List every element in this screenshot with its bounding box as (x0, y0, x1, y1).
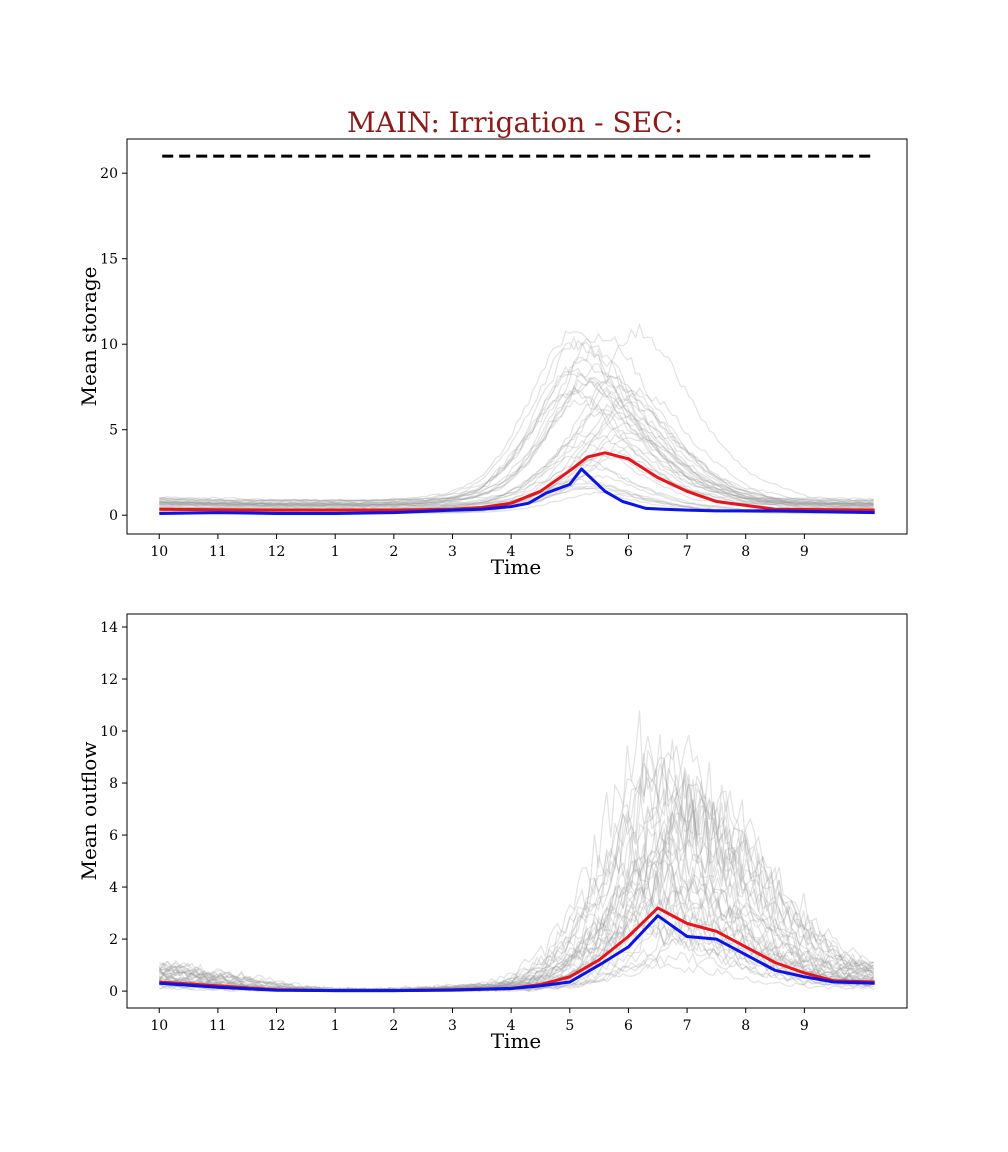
ensemble-trace (159, 422, 874, 509)
y-tick-label: 15 (100, 252, 118, 268)
x-tick-label: 10 (150, 1018, 168, 1034)
y-tick-label: 4 (109, 880, 118, 896)
plot-frame (126, 138, 908, 535)
ensemble-trace (158, 800, 874, 992)
y-tick-label: 12 (100, 672, 118, 688)
ensemble-traces (158, 710, 875, 992)
ensemble-trace (159, 359, 874, 504)
ensemble-trace (159, 335, 874, 503)
ensemble-trace (159, 332, 874, 502)
x-tick-label: 4 (507, 544, 516, 560)
y-tick-label: 10 (100, 724, 118, 740)
x-tick-label: 8 (741, 544, 750, 560)
ensemble-trace (159, 372, 874, 505)
y-tick-label: 0 (109, 984, 118, 1000)
x-tick-label: 3 (448, 544, 457, 560)
x-tick-label: 9 (800, 1018, 809, 1034)
x-tick-label: 1 (331, 544, 340, 560)
ensemble-trace (159, 389, 874, 507)
ensemble-trace (159, 375, 874, 506)
x-tick-label: 5 (565, 544, 574, 560)
x-tick-label: 9 (800, 544, 809, 560)
ensemble-trace (159, 784, 875, 992)
y-axis-label: Mean outflow (77, 742, 101, 881)
x-tick-label: 11 (209, 1018, 227, 1034)
x-tick-label: 7 (683, 544, 692, 560)
ensemble-trace (159, 394, 874, 507)
ensemble-trace (159, 870, 874, 992)
x-tick-label: 2 (389, 544, 398, 560)
x-axis-label: Time (491, 555, 542, 579)
x-tick-label: 1 (331, 1018, 340, 1034)
y-tick-label: 5 (109, 423, 118, 439)
x-tick-label: 10 (150, 544, 168, 560)
ensemble-trace (159, 389, 874, 507)
chart-title: MAIN: Irrigation - SEC: (347, 106, 683, 139)
red-series-line (159, 451, 875, 512)
x-tick-label: 6 (624, 544, 633, 560)
ensemble-trace (159, 367, 874, 505)
blue-series-line (159, 914, 875, 993)
ensemble-trace (159, 762, 874, 992)
ensemble-trace (159, 432, 874, 510)
ensemble-trace (158, 847, 874, 992)
x-tick-label: 12 (268, 1018, 286, 1034)
ensemble-trace (159, 401, 874, 507)
y-tick-label: 20 (100, 166, 118, 182)
ensemble-traces (159, 322, 874, 515)
ensemble-trace (159, 752, 874, 992)
ensemble-trace (158, 758, 874, 992)
x-tick-label: 12 (268, 544, 286, 560)
ensemble-trace (158, 856, 874, 992)
ensemble-trace (159, 363, 874, 505)
ensemble-trace (159, 345, 874, 504)
x-axis-label: Time (491, 1029, 542, 1053)
ensemble-trace (159, 739, 874, 992)
ensemble-trace (159, 767, 874, 992)
ensemble-trace (159, 387, 874, 507)
ensemble-trace (159, 339, 874, 503)
ensemble-trace (158, 834, 874, 992)
ensemble-trace (159, 398, 874, 508)
y-tick-label: 10 (100, 337, 118, 353)
x-tick-label: 8 (741, 1018, 750, 1034)
ensemble-trace (159, 330, 874, 502)
y-tick-label: 0 (109, 508, 118, 524)
ensemble-trace (159, 376, 874, 506)
x-tick-label: 7 (683, 1018, 692, 1034)
ensemble-trace (159, 377, 874, 506)
ensemble-trace (159, 734, 874, 992)
ensemble-trace (159, 750, 874, 992)
ensemble-trace (158, 767, 875, 992)
x-tick-label: 6 (624, 1018, 633, 1034)
y-axis-label: Mean storage (77, 267, 101, 407)
plot-frame (126, 613, 908, 1009)
y-tick-label: 8 (109, 776, 118, 792)
y-tick-label: 14 (100, 620, 118, 636)
x-tick-label: 3 (448, 1018, 457, 1034)
y-tick-label: 2 (109, 932, 118, 948)
ensemble-trace (159, 408, 874, 508)
ensemble-trace (159, 847, 875, 992)
ensemble-trace (159, 383, 874, 506)
x-tick-label: 5 (565, 1018, 574, 1034)
x-tick-label: 2 (389, 1018, 398, 1034)
ensemble-trace (159, 380, 874, 506)
blue-series-line (159, 467, 875, 515)
x-tick-label: 4 (507, 1018, 516, 1034)
ensemble-trace (158, 734, 874, 992)
x-tick-label: 11 (209, 544, 227, 560)
ensemble-trace (159, 322, 874, 502)
y-tick-label: 6 (109, 828, 118, 844)
